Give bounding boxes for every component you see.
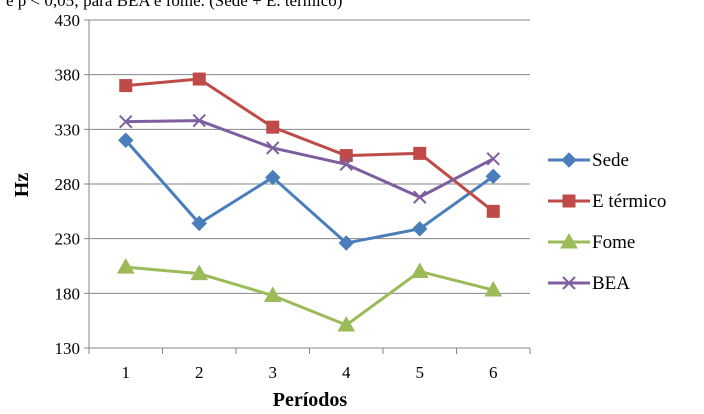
- data-point: [486, 204, 500, 218]
- data-point: [190, 264, 209, 281]
- series-line-e-t-rmico: [125, 77, 495, 213]
- data-point: [116, 258, 135, 274]
- legend-item-bea: BEA: [548, 273, 630, 294]
- axes: [84, 19, 531, 354]
- series-lines: [116, 72, 503, 332]
- legend: Sede E térmico Fome BEA: [548, 150, 666, 294]
- data-point: [266, 120, 280, 134]
- x-tick-labels: 1 2 3 4 5 6: [122, 363, 498, 382]
- x-tick-label: 2: [195, 363, 204, 382]
- x-stroke: [266, 141, 280, 155]
- data-point: [192, 113, 206, 128]
- data-point: [265, 169, 281, 186]
- data-point: [266, 141, 280, 155]
- y-tick-label: 130: [55, 339, 81, 358]
- series-bea: [119, 113, 500, 204]
- data-point: [413, 190, 427, 204]
- y-axis-title: Hz: [11, 173, 33, 198]
- x-stroke: [192, 113, 206, 128]
- series-sede: [118, 132, 501, 251]
- x-stroke: [562, 276, 576, 290]
- legend-item-fome: Fome: [548, 232, 635, 253]
- data-point: [413, 146, 427, 160]
- x-stroke: [339, 157, 353, 172]
- y-tick-label: 380: [55, 66, 81, 85]
- data-point: [263, 286, 282, 303]
- legend-label: BEA: [592, 273, 630, 294]
- data-point: [337, 316, 356, 332]
- legend-marker: [560, 232, 578, 249]
- data-point: [410, 262, 429, 278]
- x-stroke: [413, 190, 427, 204]
- x-axis-title: Períodos: [273, 389, 348, 411]
- data-point: [412, 221, 428, 237]
- data-point: [192, 72, 206, 86]
- data-point: [339, 149, 353, 163]
- data-point: [191, 215, 207, 232]
- series-e-t-rmico: [119, 72, 500, 218]
- legend-item-e-t-rmico: E térmico: [548, 191, 666, 212]
- y-tick-label: 180: [55, 284, 81, 303]
- y-tick-label: 330: [55, 120, 81, 139]
- x-stroke: [119, 114, 133, 129]
- data-point: [484, 281, 503, 297]
- y-tick-labels: 130 180 230 280 330 380 430: [55, 11, 81, 358]
- data-point: [118, 132, 134, 148]
- series-fome: [116, 258, 503, 332]
- data-point: [119, 114, 133, 129]
- legend-marker: [562, 194, 576, 208]
- legend-label: Sede: [592, 150, 629, 171]
- x-tick-label: 6: [489, 363, 498, 382]
- series-line-sede: [124, 139, 495, 245]
- x-tick-label: 5: [416, 363, 425, 382]
- data-point: [485, 168, 501, 185]
- legend-label: E térmico: [592, 191, 666, 212]
- data-point: [119, 79, 133, 93]
- legend-label: Fome: [592, 232, 635, 253]
- legend-marker: [562, 276, 576, 290]
- x-tick-label: 3: [269, 363, 278, 382]
- series-line-bea: [125, 119, 494, 199]
- series-line-fome: [125, 265, 494, 327]
- y-tick-label: 430: [55, 11, 81, 30]
- x-stroke: [486, 152, 500, 166]
- y-tick-label: 230: [55, 230, 81, 249]
- x-tick-label: 1: [122, 363, 131, 382]
- data-point: [339, 157, 353, 172]
- legend-item-sede: Sede: [548, 150, 629, 171]
- data-point: [486, 152, 500, 166]
- legend-marker: [561, 152, 577, 168]
- data-point: [338, 235, 354, 251]
- top-caption: e p < 0,05; para BEA e fome. (Sede + E. …: [6, 0, 343, 10]
- y-tick-label: 280: [55, 175, 81, 194]
- x-tick-label: 4: [342, 363, 351, 382]
